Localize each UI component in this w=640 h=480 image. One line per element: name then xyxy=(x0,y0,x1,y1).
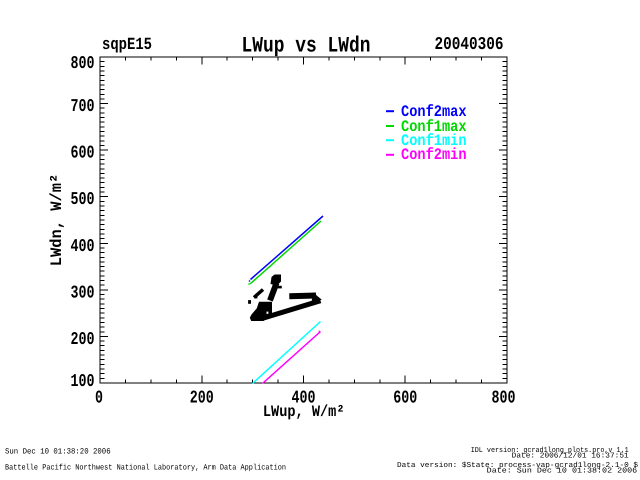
svg-text:Sun Dec 10 01:38:20 2006: Sun Dec 10 01:38:20 2006 xyxy=(5,448,111,457)
svg-text:Date: Sun Dec 10 01:38:02 2006: Date: Sun Dec 10 01:38:02 2006 xyxy=(487,466,638,475)
svg-text:Data version: $State: process-: Data version: $State: process-vap-gcrad1… xyxy=(397,461,639,470)
svg-text:Conf1min: Conf1min xyxy=(401,132,467,150)
svg-text:IDL version: gcrad1long_plots.: IDL version: gcrad1long_plots.pro,v 1.1 xyxy=(471,446,629,455)
svg-text:Conf2min: Conf2min xyxy=(401,146,467,164)
svg-text:LWup, W/m²: LWup, W/m² xyxy=(263,403,345,421)
svg-text:400: 400 xyxy=(71,237,95,257)
svg-text:800: 800 xyxy=(492,389,516,409)
svg-text:700: 700 xyxy=(71,97,95,117)
svg-text:Conf1max: Conf1max xyxy=(401,118,467,136)
svg-text:20040306: 20040306 xyxy=(435,35,504,55)
svg-text:200: 200 xyxy=(190,389,214,409)
svg-text:LWup vs LWdn: LWup vs LWdn xyxy=(242,33,371,58)
svg-text:200: 200 xyxy=(71,330,95,350)
svg-text:500: 500 xyxy=(71,190,95,210)
svg-text:400: 400 xyxy=(292,389,316,409)
svg-text:100: 100 xyxy=(71,372,95,392)
svg-text:0: 0 xyxy=(95,389,103,409)
svg-text:300: 300 xyxy=(71,283,95,303)
svg-text:Battelle Pacific Northwest Nat: Battelle Pacific Northwest National Labo… xyxy=(5,464,286,473)
svg-text:800: 800 xyxy=(71,54,95,74)
svg-text:600: 600 xyxy=(71,144,95,164)
svg-text:Conf2max: Conf2max xyxy=(401,103,467,121)
svg-text:LWdn, W/m²: LWdn, W/m² xyxy=(48,174,66,267)
svg-text:sqpE15: sqpE15 xyxy=(102,36,152,55)
svg-text:Date: 2006/12/01 16:37:51: Date: 2006/12/01 16:37:51 xyxy=(512,451,630,460)
svg-text:600: 600 xyxy=(393,389,417,409)
